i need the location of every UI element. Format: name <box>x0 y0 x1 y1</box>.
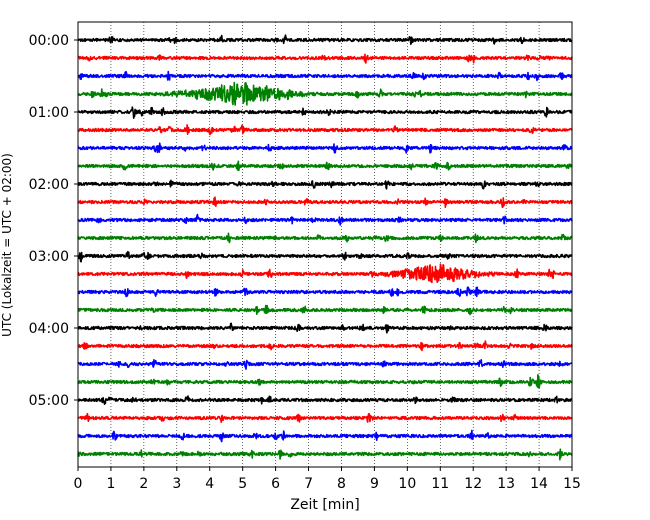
x-tick-label: 15 <box>563 476 581 492</box>
trace-0200 <box>77 179 573 190</box>
trace-0515 <box>77 412 573 424</box>
x-tick-label: 7 <box>304 476 313 492</box>
trace-0545 <box>77 448 573 461</box>
x-tick-label: 8 <box>337 476 346 492</box>
trace-0000 <box>77 34 573 46</box>
y-axis-ticks: 00:00 01:00 02:00 03:00 04:00 05:00 <box>29 33 78 409</box>
trace-0400 <box>77 322 573 334</box>
x-tick-label: 3 <box>172 476 181 492</box>
trace-0530 <box>77 429 573 443</box>
x-tick-label: 0 <box>74 476 83 492</box>
x-tick-label: 11 <box>431 476 449 492</box>
trace-lines <box>77 34 573 461</box>
trace-0345 <box>77 304 573 316</box>
x-tick-label: 12 <box>464 476 482 492</box>
x-tick-label: 14 <box>530 476 548 492</box>
trace-0500 <box>77 395 573 405</box>
x-tick-label: 10 <box>398 476 416 492</box>
trace-0015 <box>77 53 573 64</box>
y-tick-label: 00:00 <box>29 33 69 49</box>
trace-0030 <box>77 70 573 82</box>
grid-lines <box>110 22 540 467</box>
trace-0300 <box>77 250 573 263</box>
x-tick-label: 4 <box>205 476 214 492</box>
x-tick-label: 5 <box>238 476 247 492</box>
x-tick-label: 2 <box>139 476 148 492</box>
y-tick-label: 05:00 <box>29 393 69 409</box>
trace-0215 <box>77 196 573 209</box>
trace-0415 <box>77 340 573 352</box>
y-tick-label: 04:00 <box>29 321 69 337</box>
plot-frame <box>77 21 573 468</box>
trace-0315 <box>77 263 573 284</box>
trace-0115 <box>77 124 573 136</box>
x-axis-title: Zeit [min] <box>290 497 359 513</box>
x-axis-ticks: 0 1 2 3 4 5 6 7 8 9 10 11 12 13 14 15 <box>74 467 581 492</box>
x-tick-label: 6 <box>271 476 280 492</box>
trace-0330 <box>77 286 573 298</box>
trace-0045 <box>77 81 573 106</box>
trace-0100 <box>77 106 573 119</box>
x-tick-label: 9 <box>370 476 379 492</box>
trace-0430 <box>77 358 573 370</box>
x-tick-label: 1 <box>106 476 115 492</box>
trace-0130 <box>77 142 573 154</box>
x-tick-label: 13 <box>497 476 515 492</box>
trace-0445 <box>77 374 573 389</box>
trace-0145 <box>77 160 573 172</box>
trace-0245 <box>77 232 573 244</box>
trace-0230 <box>77 213 573 226</box>
y-tick-label: 03:00 <box>29 249 69 265</box>
y-axis-title: UTC (Lokalzeit = UTC + 02:00) <box>0 153 14 337</box>
y-tick-label: 02:00 <box>29 177 69 193</box>
y-tick-label: 01:00 <box>29 105 69 121</box>
